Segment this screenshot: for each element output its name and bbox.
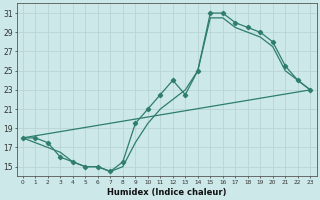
X-axis label: Humidex (Indice chaleur): Humidex (Indice chaleur): [107, 188, 226, 197]
